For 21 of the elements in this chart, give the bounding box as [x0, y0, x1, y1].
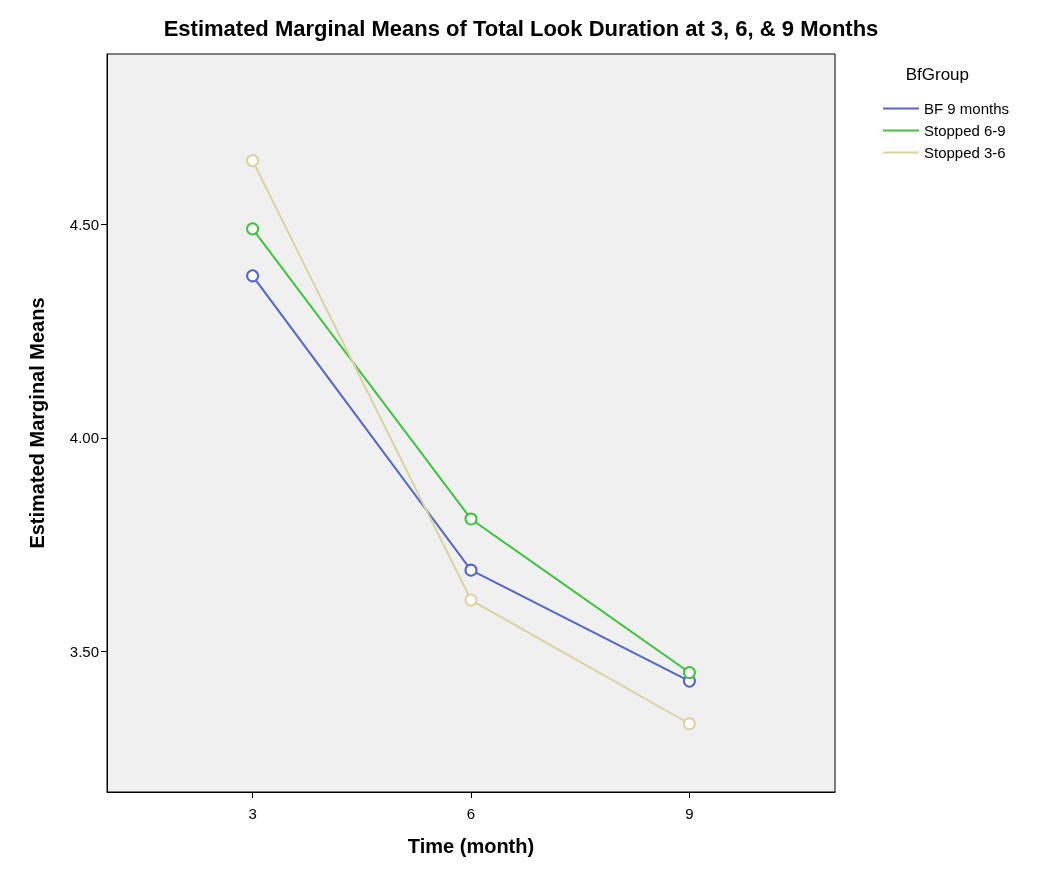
point [464, 512, 478, 526]
chart-title: Estimated Marginal Means of Total Look Duration at 3, 6, & 9 Months [163, 15, 879, 41]
x-axis-title: Time (month) [407, 835, 535, 857]
point [682, 717, 696, 731]
x-tick-label: 9 [685, 805, 694, 822]
y-tick-label: 4.00 [69, 429, 99, 447]
point [464, 563, 478, 577]
y-tick-label: 4.50 [69, 216, 99, 234]
y-tick-label: 3.50 [69, 642, 99, 660]
point [246, 154, 260, 168]
y-axis-title: Estimated Marginal Means [26, 297, 48, 549]
point [246, 222, 260, 236]
point [464, 593, 478, 607]
legend-label: Stopped 6-9 [923, 122, 1006, 139]
x-tick-label: 3 [248, 805, 257, 822]
point [246, 269, 260, 283]
legend-title: BfGroup [905, 65, 969, 84]
x-tick-label: 6 [466, 805, 476, 822]
legend-label: Stopped 3-6 [923, 144, 1006, 161]
legend-label: BF 9 months [923, 100, 1010, 117]
point [682, 666, 696, 680]
